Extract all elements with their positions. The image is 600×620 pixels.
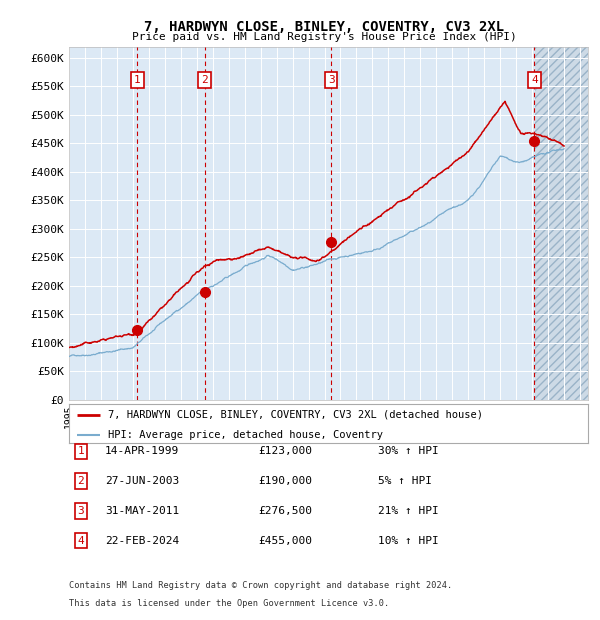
Text: Contains HM Land Registry data © Crown copyright and database right 2024.: Contains HM Land Registry data © Crown c… [69, 581, 452, 590]
Text: 31-MAY-2011: 31-MAY-2011 [105, 506, 179, 516]
Text: 4: 4 [77, 536, 85, 546]
Text: 21% ↑ HPI: 21% ↑ HPI [378, 506, 439, 516]
Text: This data is licensed under the Open Government Licence v3.0.: This data is licensed under the Open Gov… [69, 598, 389, 608]
Text: 14-APR-1999: 14-APR-1999 [105, 446, 179, 456]
Text: 4: 4 [531, 75, 538, 85]
Text: 10% ↑ HPI: 10% ↑ HPI [378, 536, 439, 546]
Text: HPI: Average price, detached house, Coventry: HPI: Average price, detached house, Cove… [108, 430, 383, 440]
Text: 5% ↑ HPI: 5% ↑ HPI [378, 476, 432, 486]
Text: 30% ↑ HPI: 30% ↑ HPI [378, 446, 439, 456]
Text: 7, HARDWYN CLOSE, BINLEY, COVENTRY, CV3 2XL: 7, HARDWYN CLOSE, BINLEY, COVENTRY, CV3 … [144, 20, 504, 34]
Text: 7, HARDWYN CLOSE, BINLEY, COVENTRY, CV3 2XL (detached house): 7, HARDWYN CLOSE, BINLEY, COVENTRY, CV3 … [108, 410, 483, 420]
Text: 22-FEB-2024: 22-FEB-2024 [105, 536, 179, 546]
Bar [535, 46, 588, 400]
Text: 3: 3 [77, 506, 85, 516]
Text: 27-JUN-2003: 27-JUN-2003 [105, 476, 179, 486]
Text: £190,000: £190,000 [258, 476, 312, 486]
Text: 1: 1 [77, 446, 85, 456]
Text: 2: 2 [201, 75, 208, 85]
Text: £123,000: £123,000 [258, 446, 312, 456]
Text: 2: 2 [77, 476, 85, 486]
Text: 3: 3 [328, 75, 334, 85]
Text: £276,500: £276,500 [258, 506, 312, 516]
Text: 1: 1 [134, 75, 141, 85]
Text: £455,000: £455,000 [258, 536, 312, 546]
Text: Price paid vs. HM Land Registry's House Price Index (HPI): Price paid vs. HM Land Registry's House … [131, 32, 517, 42]
